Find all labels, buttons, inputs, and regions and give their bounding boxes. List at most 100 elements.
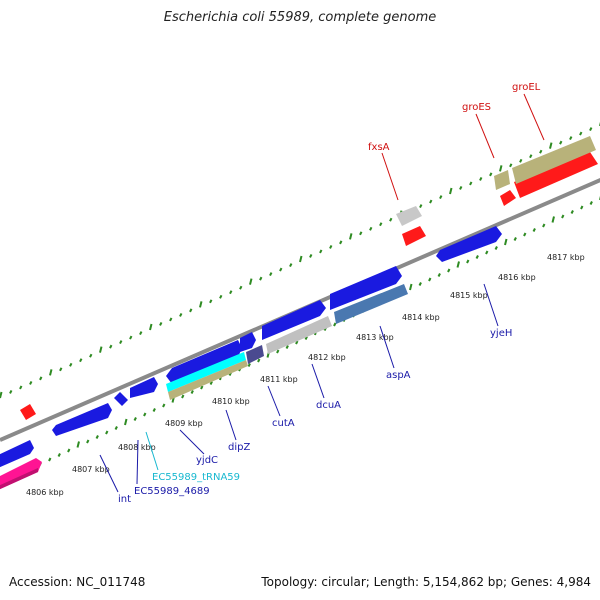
- tick-mark: [129, 335, 133, 340]
- gene-small-3[interactable]: [240, 332, 256, 352]
- tick-mark: [9, 390, 13, 394]
- tick-mark: [209, 381, 213, 385]
- tick-mark: [239, 285, 243, 290]
- tick-mark: [475, 255, 479, 259]
- gene-yjdC-region[interactable]: [52, 403, 112, 436]
- gene-dcuA[interactable]: [330, 266, 402, 310]
- tick-mark: [319, 249, 323, 254]
- gene-ec55989-4689[interactable]: [0, 440, 34, 468]
- tick-mark: [200, 385, 204, 390]
- tick-mark: [519, 158, 523, 163]
- gene-label[interactable]: EC55989_tRNA59: [152, 472, 240, 483]
- gene-olive-2: [494, 170, 510, 190]
- gene-leader-line: [267, 385, 281, 417]
- tick-mark: [105, 430, 109, 435]
- tick-mark: [79, 358, 83, 363]
- tick-mark: [169, 317, 173, 322]
- gene-fxsA[interactable]: [402, 226, 426, 246]
- gene-small-2[interactable]: [130, 377, 158, 398]
- gene-red-left[interactable]: [20, 404, 36, 420]
- tick-mark: [561, 214, 565, 219]
- gene-dipZ[interactable]: [166, 340, 242, 384]
- tick-mark: [456, 261, 460, 268]
- gene-groEL[interactable]: [514, 152, 598, 198]
- tick-mark: [48, 457, 52, 462]
- kbp-label: 4808 kbp: [118, 443, 156, 452]
- gene-label[interactable]: dipZ: [228, 442, 250, 453]
- kbp-label: 4810 kbp: [212, 397, 250, 406]
- tick-mark: [67, 448, 71, 453]
- tick-mark: [181, 394, 185, 399]
- tick-mark: [189, 308, 193, 313]
- tick-mark: [49, 369, 53, 376]
- gene-fxsA-grey[interactable]: [396, 206, 422, 226]
- tick-mark: [379, 222, 383, 227]
- tick-mark: [257, 358, 261, 363]
- tick-mark: [509, 163, 513, 168]
- gene-label[interactable]: fxsA: [368, 142, 390, 153]
- tick-mark: [0, 391, 3, 399]
- tick-mark: [439, 195, 443, 199]
- tick-mark: [39, 376, 43, 381]
- gene-cutA[interactable]: [262, 300, 326, 340]
- tick-mark: [259, 276, 263, 281]
- tick-mark: [299, 255, 303, 263]
- forward-strand-features: [20, 136, 598, 420]
- tick-mark: [149, 323, 153, 331]
- tick-mark: [409, 283, 413, 291]
- tick-mark: [479, 176, 483, 181]
- tick-mark: [279, 267, 283, 272]
- kbp-label: 4814 kbp: [402, 313, 440, 322]
- gene-label[interactable]: groES: [462, 102, 491, 113]
- topology-text: Topology: circular; Length: 5,154,862 bp…: [261, 575, 591, 589]
- tick-mark: [551, 216, 555, 223]
- gene-small-1[interactable]: [114, 392, 128, 406]
- tick-mark: [529, 154, 533, 159]
- kbp-label: 4816 kbp: [498, 273, 536, 282]
- gene-label[interactable]: cutA: [272, 418, 295, 429]
- tick-mark: [494, 246, 498, 250]
- tick-mark: [89, 353, 93, 358]
- tick-mark: [190, 390, 194, 394]
- gene-label[interactable]: int: [118, 494, 131, 505]
- tick-mark: [559, 140, 563, 145]
- gene-label[interactable]: dcuA: [316, 400, 341, 411]
- tick-mark: [229, 290, 233, 295]
- gene-label[interactable]: aspA: [386, 370, 411, 381]
- gene-small-4[interactable]: [246, 345, 264, 364]
- tick-mark: [589, 127, 593, 131]
- gene-groES[interactable]: [500, 190, 516, 206]
- gene-leader-line: [523, 93, 545, 141]
- tick-mark: [523, 232, 527, 237]
- gene-grey-1: [266, 316, 332, 354]
- gene-label[interactable]: groEL: [512, 82, 541, 93]
- tick-mark: [95, 435, 99, 439]
- gene-aspA[interactable]: [334, 284, 408, 324]
- tick-mark: [59, 367, 63, 372]
- tick-mark: [447, 268, 451, 273]
- tick-mark: [276, 349, 280, 354]
- tick-mark: [485, 250, 489, 255]
- tick-mark: [469, 181, 473, 186]
- tick-mark: [29, 380, 33, 385]
- gene-label[interactable]: yjeH: [490, 328, 512, 339]
- gene-label[interactable]: yjdC: [196, 455, 218, 466]
- tick-mark: [289, 263, 293, 267]
- gene-leader-line: [311, 363, 325, 399]
- tick-mark: [124, 418, 128, 426]
- tick-mark: [580, 205, 584, 210]
- gene-yjeH[interactable]: [436, 226, 502, 262]
- gene-trna59[interactable]: [166, 352, 246, 392]
- tick-mark: [69, 362, 73, 367]
- tick-mark: [419, 204, 423, 209]
- map-title: Escherichia coli 55989, complete genome: [163, 10, 437, 25]
- tick-mark: [539, 149, 543, 154]
- tick-mark: [449, 187, 453, 195]
- tick-mark: [99, 346, 103, 353]
- gene-leader-line: [99, 454, 119, 493]
- kbp-label: 4812 kbp: [308, 353, 346, 362]
- gene-label[interactable]: EC55989_4689: [134, 486, 210, 497]
- gene-leader-line: [225, 409, 237, 441]
- tick-mark: [428, 277, 432, 282]
